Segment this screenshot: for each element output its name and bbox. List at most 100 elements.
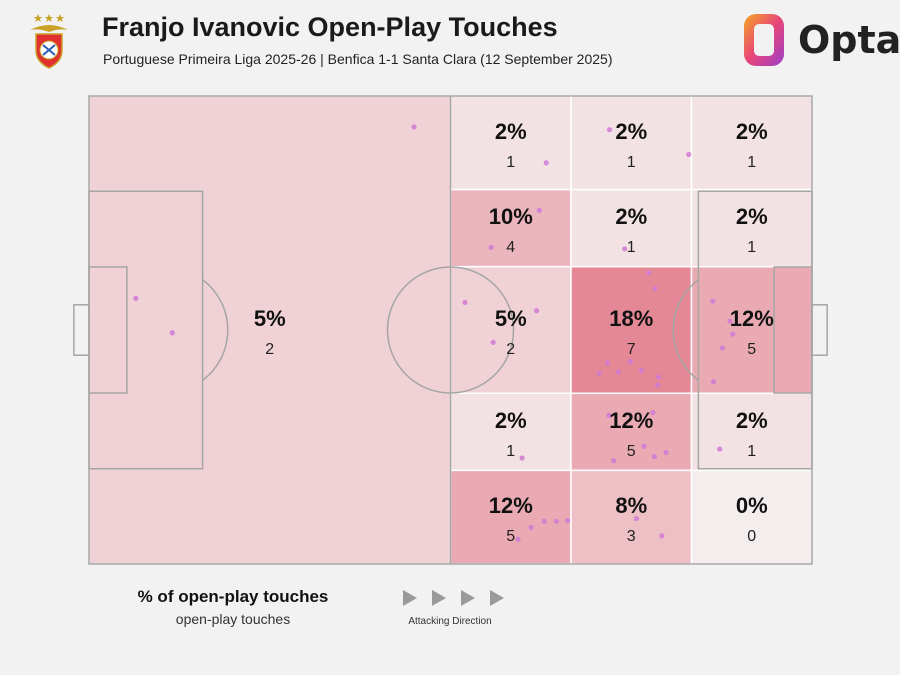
touch-dot [488,244,494,251]
zone-r4c3 [690,392,813,472]
touch-dot [710,298,716,304]
zone-percent-r4c2: 12% [609,408,653,433]
pitch-markings [73,95,828,565]
zone-count-r5c1: 5 [506,528,515,545]
touch-dot [663,449,669,456]
centre-circle [386,266,515,394]
touch-dot [641,443,647,449]
page-title: Franjo Ivanovic Open-Play Touches [102,12,558,42]
legend-title: % of open-play touches [137,587,329,606]
touch-dot [710,379,717,385]
zone-r2c3 [690,188,813,268]
zone-percent-r1c3: 2% [736,119,768,144]
club-crest-logo [30,14,68,69]
touch-dot [622,246,628,252]
touches-layer [133,124,736,542]
crest-stars-icon [33,14,65,22]
touch-dot [627,359,633,365]
touch-dot [411,124,417,130]
touch-dot [169,330,175,336]
touch-dot [133,295,139,301]
zone-r2c2 [570,188,693,268]
touch-dot [462,299,468,306]
zone-percent-r2c1: 10% [489,204,533,229]
touch-dot [730,331,736,337]
zone-count-r4c2: 5 [627,443,636,460]
zone-count-r4c3: 1 [747,443,756,460]
touch-dot [490,339,496,345]
touch-dot [541,518,547,524]
zones-layer [88,95,813,565]
zone-percent-r4c1: 2% [495,408,527,433]
touch-dot [615,369,622,375]
zone-labels-layer: 5%22%12%12%110%42%12%15%218%712%52%112%5… [254,119,774,545]
touch-dot [564,518,571,524]
legend-subtitle: open-play touches [175,611,291,627]
touch-dot [717,446,723,452]
touch-dot [611,458,617,464]
touch-dot [528,524,534,531]
zone-percent-r4c3: 2% [736,408,768,433]
zone-r3c2 [570,265,693,395]
touch-dot [633,515,640,522]
zone-count-r2c2: 1 [627,239,636,256]
touch-dot [655,374,662,380]
touch-dot [536,207,542,213]
left-penalty-arc [202,279,229,381]
touch-dot [606,412,612,418]
zone-r1c3 [690,95,813,191]
zone-percent-r1c1: 2% [495,119,527,144]
attacking-direction-arrows-icon [403,590,504,606]
right-goal [811,304,828,356]
attacking-direction-label: Attacking Direction [408,616,492,627]
zone-count-r3c2: 7 [627,341,636,358]
touch-dot [727,318,733,324]
touch-dot [596,370,602,376]
brand-name: Opta [798,18,900,62]
zone-count-own-half: 2 [265,341,274,358]
zone-percent-r3c3: 12% [730,306,774,331]
zone-count-r5c2: 3 [627,528,636,545]
zone-count-r1c1: 1 [506,154,515,171]
zone-percent-r3c2: 18% [609,306,653,331]
zone-count-r3c1: 2 [506,341,515,358]
zone-percent-r5c2: 8% [615,493,647,518]
touch-dot [533,308,540,314]
zone-r3c3 [690,265,813,395]
zone-percent-r5c1: 12% [489,493,533,518]
touch-dot [650,409,656,416]
touch-dot [553,518,560,524]
touch-dot [606,127,613,133]
touch-dot [655,382,661,388]
zone-r2c1 [449,188,572,268]
zone-percent-r5c3: 0% [736,493,768,518]
zone-percent-r1c2: 2% [615,119,647,144]
left-goal [73,304,90,356]
zone-count-r2c1: 4 [506,239,515,256]
zone-percent-r2c3: 2% [736,204,768,229]
zone-count-r1c2: 1 [627,154,636,171]
zone-count-r5c3: 0 [747,528,756,545]
zone-count-r1c3: 1 [747,154,756,171]
right-penalty-arc [672,279,699,381]
zone-count-r2c3: 1 [747,239,756,256]
touch-dot [659,533,665,539]
zone-count-r4c1: 1 [506,443,515,460]
touch-dot [543,160,549,166]
zone-r5c1 [449,469,572,565]
zone-percent-own-half: 5% [254,306,286,331]
touch-dot [519,455,525,461]
match-subtitle: Portuguese Primeira Liga 2025-26 | Benfi… [103,51,613,67]
zone-percent-r3c1: 5% [495,306,527,331]
zone-percent-r2c2: 2% [615,204,647,229]
zone-own-half [88,95,452,565]
touch-dot [686,151,692,158]
touch-dot [719,345,726,351]
touch-dot [515,536,521,542]
touch-dot [652,286,658,292]
touch-dot [604,360,611,366]
touch-dot [638,368,644,374]
touch-dot [651,454,657,460]
zone-count-r3c3: 5 [747,341,756,358]
